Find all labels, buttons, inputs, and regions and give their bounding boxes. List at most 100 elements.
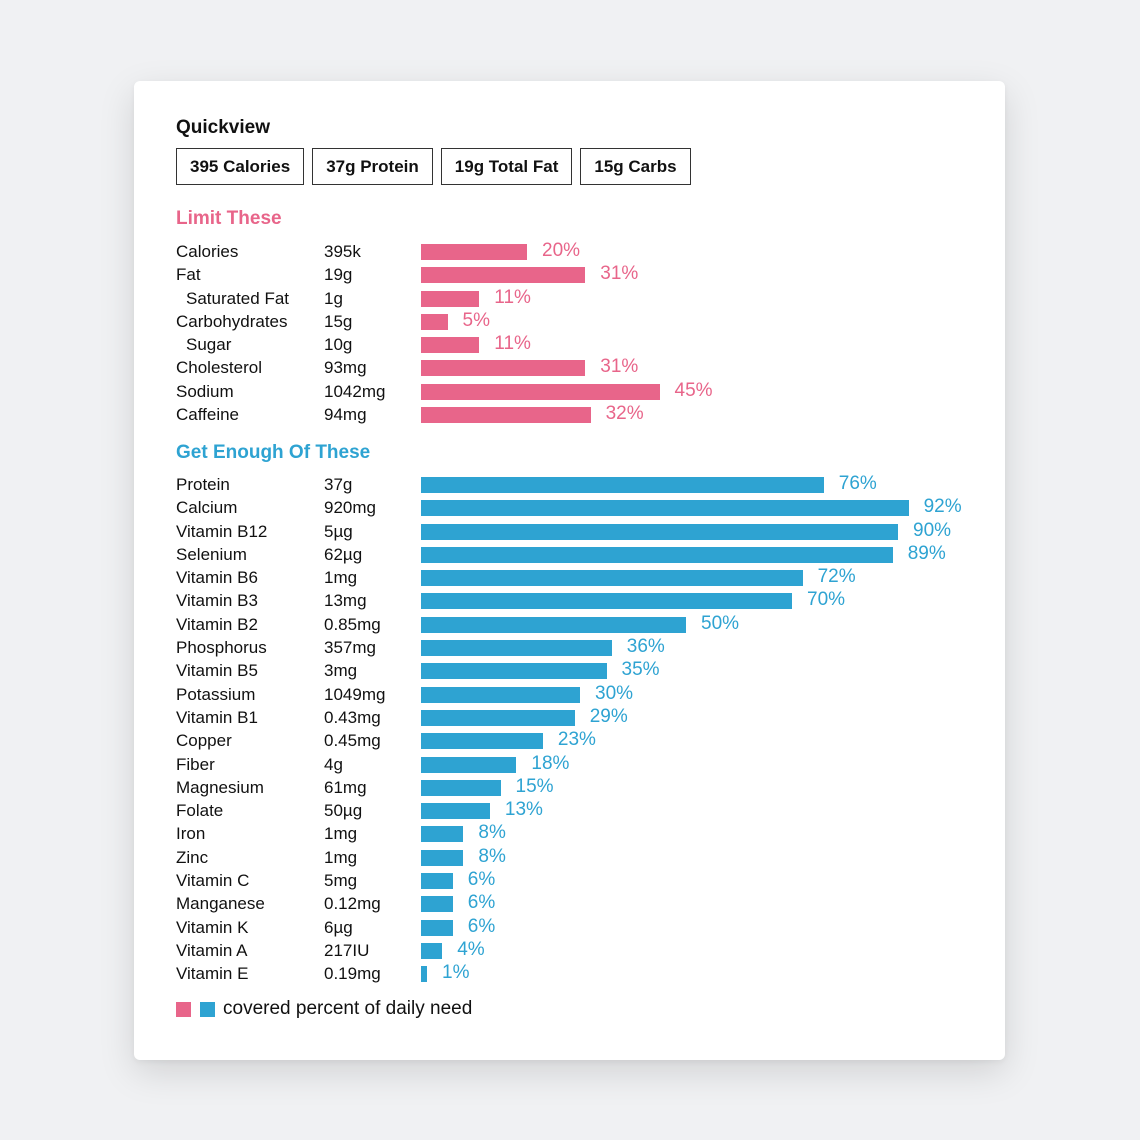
nutrient-amount: 0.45mg (324, 731, 381, 751)
nutrient-name: Cholesterol (176, 358, 262, 378)
nutrient-name: Fat (176, 265, 201, 285)
nutrient-amount: 13mg (324, 591, 367, 611)
percent-bar (421, 570, 803, 587)
percent-bar (421, 290, 480, 307)
percent-label: 8% (478, 822, 506, 844)
nutrient-name: Vitamin B3 (176, 591, 258, 611)
nutrient-name: Vitamin B6 (176, 568, 258, 588)
percent-label: 92% (923, 496, 962, 518)
protein-pill: 37g Protein (312, 148, 433, 185)
total-fat-pill: 19g Total Fat (440, 148, 573, 185)
nutrient-amount: 94mg (324, 405, 367, 425)
percent-label: 18% (531, 752, 570, 774)
percent-bar (421, 313, 448, 330)
percent-label: 1% (442, 962, 470, 984)
nutrient-amount: 50µg (324, 801, 363, 821)
nutrient-name: Vitamin A (176, 940, 248, 960)
legend-text: covered percent of daily need (223, 998, 473, 1019)
nutrient-amount: 0.19mg (324, 964, 381, 984)
percent-bar (421, 337, 480, 354)
nutrient-amount: 61mg (324, 777, 367, 797)
legend-swatch-enough (200, 1001, 215, 1017)
nutrient-name: Copper (176, 731, 232, 751)
nutrient-amount: 15g (324, 311, 353, 331)
nutrient-amount: 10g (324, 335, 353, 355)
nutrient-name: Selenium (176, 544, 247, 564)
percent-bar (421, 593, 792, 610)
nutrient-name: Sugar (186, 335, 232, 355)
nutrient-name: Phosphorus (176, 638, 267, 658)
percent-label: 23% (557, 729, 596, 751)
nutrition-card: Quickview 395 Calories 37g Protein 19g T… (134, 81, 1005, 1060)
percent-bar (421, 500, 909, 517)
percent-label: 5% (462, 309, 490, 331)
nutrient-name: Vitamin E (176, 964, 249, 984)
nutrient-amount: 3mg (324, 661, 358, 681)
percent-label: 45% (674, 379, 713, 401)
nutrient-amount: 357mg (324, 638, 376, 658)
nutrient-amount: 1g (324, 288, 343, 308)
percent-bar (421, 733, 543, 750)
nutrient-name: Fiber (176, 754, 215, 774)
percent-label: 72% (817, 566, 856, 588)
percent-bar (421, 360, 586, 377)
nutrient-amount: 1042mg (324, 381, 386, 401)
percent-bar (421, 383, 660, 400)
nutrient-name: Saturated Fat (186, 288, 290, 308)
percent-label: 89% (907, 542, 946, 564)
nutrient-amount: 0.43mg (324, 707, 381, 727)
percent-label: 6% (467, 869, 496, 891)
limit-section-title: Limit These (176, 208, 282, 229)
percent-bar (421, 826, 464, 843)
percent-label: 29% (589, 705, 628, 727)
percent-bar (421, 267, 586, 284)
quickview-pills: 395 Calories 37g Protein 19g Total Fat 1… (176, 148, 691, 185)
nutrient-name: Caffeine (176, 405, 240, 425)
percent-label: 8% (478, 845, 506, 867)
percent-bar (421, 244, 527, 260)
nutrient-name: Magnesium (176, 777, 264, 797)
percent-bar (421, 663, 607, 680)
percent-bar (421, 942, 443, 959)
quickview-title: Quickview (176, 117, 270, 138)
enough-section-title: Get Enough Of These (176, 442, 371, 463)
nutrient-name: Protein (176, 475, 230, 494)
nutrient-amount: 217IU (324, 940, 370, 960)
nutrient-amount: 5µg (324, 521, 353, 541)
nutrient-name: Vitamin B1 (176, 707, 258, 727)
percent-bar (421, 896, 453, 913)
percent-bar (421, 849, 464, 866)
percent-label: 50% (701, 612, 740, 634)
nutrient-name: Calcium (176, 498, 238, 518)
percent-label: 15% (515, 775, 554, 797)
percent-bar (421, 873, 453, 890)
nutrient-amount: 395k (324, 242, 361, 261)
nutrient-amount: 1mg (324, 824, 358, 844)
nutrient-amount: 19g (324, 265, 353, 285)
percent-bar (421, 640, 612, 657)
percent-label: 11% (494, 286, 531, 308)
percent-label: 31% (600, 356, 639, 378)
nutrient-name: Vitamin K (176, 917, 249, 937)
percent-bar (421, 477, 824, 493)
percent-bar (421, 779, 501, 796)
percent-bar (421, 546, 893, 563)
legend-swatch-limit (176, 1001, 191, 1017)
nutrient-name: Vitamin B5 (176, 661, 258, 681)
nutrient-amount: 1049mg (324, 684, 386, 704)
nutrient-amount: 4g (324, 754, 343, 774)
nutrient-amount: 5mg (324, 871, 358, 891)
nutrient-name: Iron (176, 824, 206, 844)
nutrient-amount: 62µg (324, 544, 363, 564)
percent-label: 20% (542, 240, 581, 261)
percent-label: 11% (494, 333, 531, 355)
nutrient-amount: 37g (324, 475, 353, 494)
percent-label: 13% (504, 799, 543, 821)
nutrient-name: Vitamin C (176, 871, 250, 891)
percent-label: 6% (467, 915, 496, 937)
nutrient-amount: 93mg (324, 358, 367, 378)
percent-label: 6% (467, 892, 496, 914)
percent-bar (421, 709, 575, 726)
percent-label: 4% (457, 938, 485, 960)
nutrient-name: Zinc (176, 847, 209, 867)
